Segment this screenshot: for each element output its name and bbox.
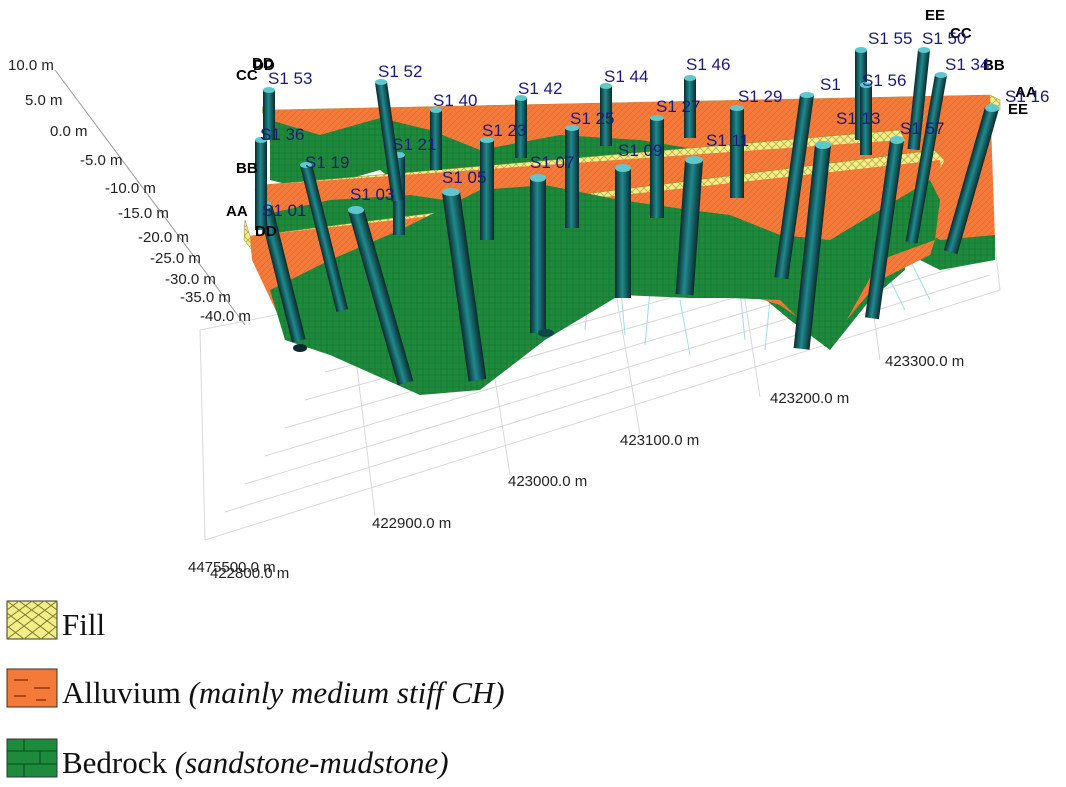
borehole-label: S1 34 bbox=[945, 55, 989, 74]
legend: Fill Alluvium (mainly medium stiff CH) B… bbox=[6, 596, 606, 786]
bedrock-swatch-icon bbox=[6, 738, 58, 778]
depth-tick: 0.0 m bbox=[50, 123, 88, 140]
section-label: DD bbox=[255, 223, 277, 240]
depth-axis: 10.0 m 5.0 m 0.0 m -5.0 m -10.0 m -15.0 … bbox=[8, 57, 251, 326]
legend-label-fill: Fill bbox=[62, 607, 106, 642]
borehole-labels: S1 01 S1 03 S1 05 S1 07 S1 09 S1 11 S1 1… bbox=[260, 29, 1049, 220]
depth-tick: -35.0 m bbox=[180, 289, 231, 306]
borehole-cylinder bbox=[300, 162, 349, 312]
borehole-cylinder bbox=[480, 137, 494, 240]
borehole-cylinder bbox=[650, 115, 664, 218]
depth-tick: -25.0 m bbox=[150, 250, 201, 267]
borehole-label: S1 50 bbox=[922, 29, 966, 48]
northing-label: 4475500.0 m bbox=[188, 559, 276, 576]
easting-tick: 423000.0 m bbox=[508, 473, 587, 490]
borehole-label: S1 05 bbox=[442, 168, 486, 187]
legend-item-fill: Fill bbox=[6, 600, 105, 640]
section-label: DD bbox=[253, 57, 275, 74]
borehole-label: S1 36 bbox=[260, 125, 304, 144]
borehole-label: S1 11 bbox=[706, 131, 749, 150]
borehole-label: S1 56 bbox=[862, 71, 906, 90]
section-label: BB bbox=[983, 57, 1005, 74]
borehole-label: S1 21 bbox=[392, 135, 436, 154]
borehole-label: S1 03 bbox=[350, 185, 394, 204]
easting-axis: 422800.0 m 422900.0 m 423000.0 m 423100.… bbox=[188, 353, 964, 582]
borehole-label: S1 44 bbox=[604, 67, 648, 86]
borehole-cylinder bbox=[615, 164, 631, 298]
borehole-label: S1 19 bbox=[305, 153, 349, 172]
borehole-cylinder bbox=[565, 125, 579, 228]
borehole-cylinder bbox=[774, 92, 814, 280]
borehole-cylinder bbox=[684, 75, 696, 138]
easting-tick: 422900.0 m bbox=[372, 515, 451, 532]
section-label: AA bbox=[1015, 84, 1037, 101]
borehole-label: S1 40 bbox=[433, 91, 477, 110]
section-labels: AA BB CC DD EE AA BB CC DD EE DD bbox=[226, 7, 1037, 240]
borehole-cylinder bbox=[860, 82, 872, 155]
borehole-label: S1 16 bbox=[1005, 87, 1049, 106]
borehole-cylinder bbox=[375, 79, 404, 202]
easting-tick: 423300.0 m bbox=[885, 353, 964, 370]
section-label: CC bbox=[236, 67, 258, 84]
borehole-cylinder bbox=[865, 136, 904, 320]
legend-item-bedrock: Bedrock (sandstone-mudstone) bbox=[6, 738, 449, 778]
easting-tick: 423100.0 m bbox=[620, 432, 699, 449]
geologic-fence-diagram: 10.0 m 5.0 m 0.0 m -5.0 m -10.0 m -15.0 … bbox=[8, 7, 1049, 582]
borehole-cylinder bbox=[515, 95, 527, 158]
borehole-label: S1 01 bbox=[262, 201, 306, 220]
borehole-label: S1 09 bbox=[618, 141, 662, 160]
boreholes bbox=[255, 47, 999, 386]
depth-tick: -15.0 m bbox=[118, 205, 169, 222]
borehole-label: S1 07 bbox=[530, 153, 574, 172]
easting-tick: 422800.0 m bbox=[210, 565, 289, 582]
section-label: EE bbox=[925, 7, 945, 24]
borehole-cylinder bbox=[442, 188, 487, 382]
borehole-label: S1 46 bbox=[686, 55, 730, 74]
borehole-label: S1 53 bbox=[268, 69, 312, 88]
borehole-cylinder bbox=[530, 174, 554, 337]
borehole-label: S1 57 bbox=[900, 119, 944, 138]
legend-item-alluvium: Alluvium (mainly medium stiff CH) bbox=[6, 668, 505, 708]
borehole-cylinder bbox=[730, 105, 744, 198]
fence-panel-front bbox=[243, 149, 946, 395]
depth-tick: 5.0 m bbox=[25, 92, 63, 109]
borehole-cylinder bbox=[793, 141, 831, 350]
fill-swatch-icon bbox=[6, 600, 58, 640]
section-label: CC bbox=[950, 25, 972, 42]
borehole-label: S1 29 bbox=[738, 87, 782, 106]
depth-tick: -10.0 m bbox=[105, 180, 156, 197]
borehole-cylinder bbox=[907, 47, 930, 151]
borehole-cylinder bbox=[943, 104, 999, 255]
borehole-label: S1 25 bbox=[570, 109, 614, 128]
section-label: BB bbox=[236, 160, 258, 177]
borehole-cylinder bbox=[675, 156, 703, 296]
borehole-cylinder bbox=[905, 72, 947, 244]
depth-tick: -5.0 m bbox=[80, 152, 123, 169]
borehole-label: S1 23 bbox=[482, 121, 526, 140]
borehole-label: S1 55 bbox=[868, 29, 912, 48]
borehole-cylinder bbox=[600, 83, 612, 146]
borehole-cylinder bbox=[430, 107, 442, 170]
borehole-cylinder bbox=[263, 87, 275, 140]
depth-tick: 10.0 m bbox=[8, 57, 54, 74]
legend-label-bedrock: Bedrock (sandstone-mudstone) bbox=[62, 745, 449, 780]
section-label: AA bbox=[226, 203, 248, 220]
borehole-label: S1 bbox=[820, 75, 841, 94]
section-label: EE bbox=[1008, 101, 1028, 118]
borehole-label: S1 42 bbox=[518, 79, 562, 98]
alluvium-swatch-icon bbox=[6, 668, 58, 708]
depth-tick: -30.0 m bbox=[165, 271, 216, 288]
easting-tick: 423200.0 m bbox=[770, 390, 849, 407]
legend-label-alluvium: Alluvium (mainly medium stiff CH) bbox=[62, 675, 505, 710]
borehole-label: S1 27 bbox=[656, 97, 700, 116]
depth-tick: -20.0 m bbox=[138, 229, 189, 246]
depth-tick: -40.0 m bbox=[200, 308, 251, 325]
borehole-cylinder bbox=[348, 206, 414, 386]
borehole-label: S1 13 bbox=[836, 109, 880, 128]
section-label: DD bbox=[252, 55, 274, 72]
borehole-label: S1 52 bbox=[378, 62, 422, 81]
